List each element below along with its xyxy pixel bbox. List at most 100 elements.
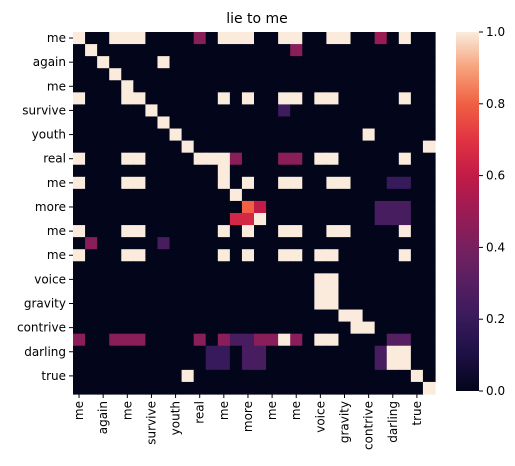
heatmap-cell — [398, 200, 412, 214]
heatmap-cell — [326, 68, 340, 81]
heatmap-cell — [374, 152, 388, 166]
heatmap-cell — [145, 56, 159, 69]
heatmap-cell — [302, 321, 315, 335]
heatmap-cell — [217, 285, 231, 299]
heatmap-cell — [302, 164, 315, 178]
heatmap-cell — [181, 152, 195, 166]
heatmap-cell — [374, 297, 388, 311]
heatmap-cell — [229, 152, 243, 166]
heatmap-cell — [73, 200, 86, 214]
y-tick-label: gravity — [24, 297, 66, 311]
heatmap-cell — [338, 369, 352, 383]
heatmap-cell — [314, 32, 327, 45]
heatmap-cell — [290, 68, 303, 81]
heatmap-cell — [97, 56, 110, 69]
heatmap-cell — [133, 176, 146, 190]
heatmap-cell — [410, 80, 424, 93]
heatmap-cell — [326, 104, 340, 118]
heatmap-cell — [217, 249, 231, 262]
heatmap-cell — [266, 80, 279, 93]
heatmap-cell — [85, 285, 98, 299]
heatmap-cell — [229, 200, 243, 214]
heatmap-cell — [157, 345, 171, 359]
heatmap-cell — [374, 369, 388, 383]
heatmap-cell — [73, 56, 86, 69]
heatmap-cell — [254, 32, 267, 45]
heatmap-cell — [241, 297, 255, 311]
heatmap-cell — [302, 213, 315, 226]
heatmap-cell — [109, 261, 122, 274]
heatmap-cell — [398, 164, 412, 178]
heatmap-cell — [302, 249, 315, 262]
heatmap-cell — [145, 225, 159, 238]
heatmap-cell — [302, 357, 315, 371]
heatmap-cell — [314, 297, 327, 311]
heatmap-cell — [217, 56, 231, 69]
y-tick-label: me — [47, 31, 66, 45]
heatmap-cell — [410, 104, 424, 118]
heatmap-cell — [266, 249, 279, 262]
heatmap-cell — [338, 128, 352, 142]
heatmap-cell — [205, 213, 219, 226]
heatmap-cell — [193, 357, 207, 371]
heatmap-cell — [302, 56, 315, 69]
heatmap-cell — [410, 200, 424, 214]
heatmap-cell — [121, 176, 134, 190]
heatmap-cell — [133, 333, 146, 347]
heatmap-cell — [398, 104, 412, 118]
heatmap-cell — [314, 164, 327, 178]
heatmap-cell — [205, 56, 219, 69]
heatmap-cell — [169, 381, 183, 395]
heatmap-cell — [266, 261, 279, 274]
heatmap-cell — [133, 152, 146, 166]
heatmap-cell — [73, 32, 86, 45]
heatmap-cell — [133, 357, 146, 371]
heatmap-cell — [314, 200, 327, 214]
heatmap-cell — [290, 369, 303, 383]
heatmap-cell — [338, 152, 352, 166]
heatmap-cell — [350, 237, 364, 250]
heatmap-cell — [314, 369, 327, 383]
y-tick-label: real — [43, 152, 66, 166]
heatmap-cell — [338, 321, 352, 335]
heatmap-cell — [266, 188, 279, 202]
heatmap-cell — [229, 44, 243, 57]
y-tick-label: survive — [22, 103, 66, 117]
heatmap-cell — [350, 140, 364, 154]
heatmap-cell — [398, 44, 412, 57]
heatmap-cell — [398, 188, 412, 202]
heatmap-cell — [193, 68, 207, 81]
heatmap-cell — [121, 297, 134, 311]
heatmap-cell — [374, 68, 388, 81]
heatmap-cell — [422, 68, 436, 81]
heatmap-cell — [398, 140, 412, 154]
heatmap-cell — [350, 369, 364, 383]
heatmap-cell — [241, 56, 255, 69]
heatmap-cell — [85, 140, 98, 154]
heatmap-cell — [217, 309, 231, 323]
heatmap-cell — [169, 104, 183, 118]
heatmap-cell — [266, 104, 279, 118]
heatmap-cell — [157, 297, 171, 311]
heatmap-cell — [362, 140, 376, 154]
heatmap-cell — [410, 116, 424, 130]
heatmap-cell — [205, 80, 219, 93]
heatmap-cell — [410, 225, 424, 238]
heatmap-cell — [121, 285, 134, 299]
heatmap-cell — [422, 381, 436, 395]
heatmap-cell — [302, 32, 315, 45]
heatmap-cell — [386, 152, 400, 166]
heatmap-cell — [181, 104, 195, 118]
heatmap-cell — [73, 116, 86, 130]
heatmap-cell — [254, 188, 267, 202]
heatmap-cell — [290, 104, 303, 118]
heatmap-cell — [278, 80, 291, 93]
heatmap-cell — [85, 273, 98, 286]
heatmap-cell — [241, 152, 255, 166]
heatmap-cell — [398, 297, 412, 311]
heatmap-cell — [254, 80, 267, 93]
heatmap-cell — [121, 261, 134, 274]
heatmap-cell — [266, 213, 279, 226]
heatmap-cell — [217, 321, 231, 335]
